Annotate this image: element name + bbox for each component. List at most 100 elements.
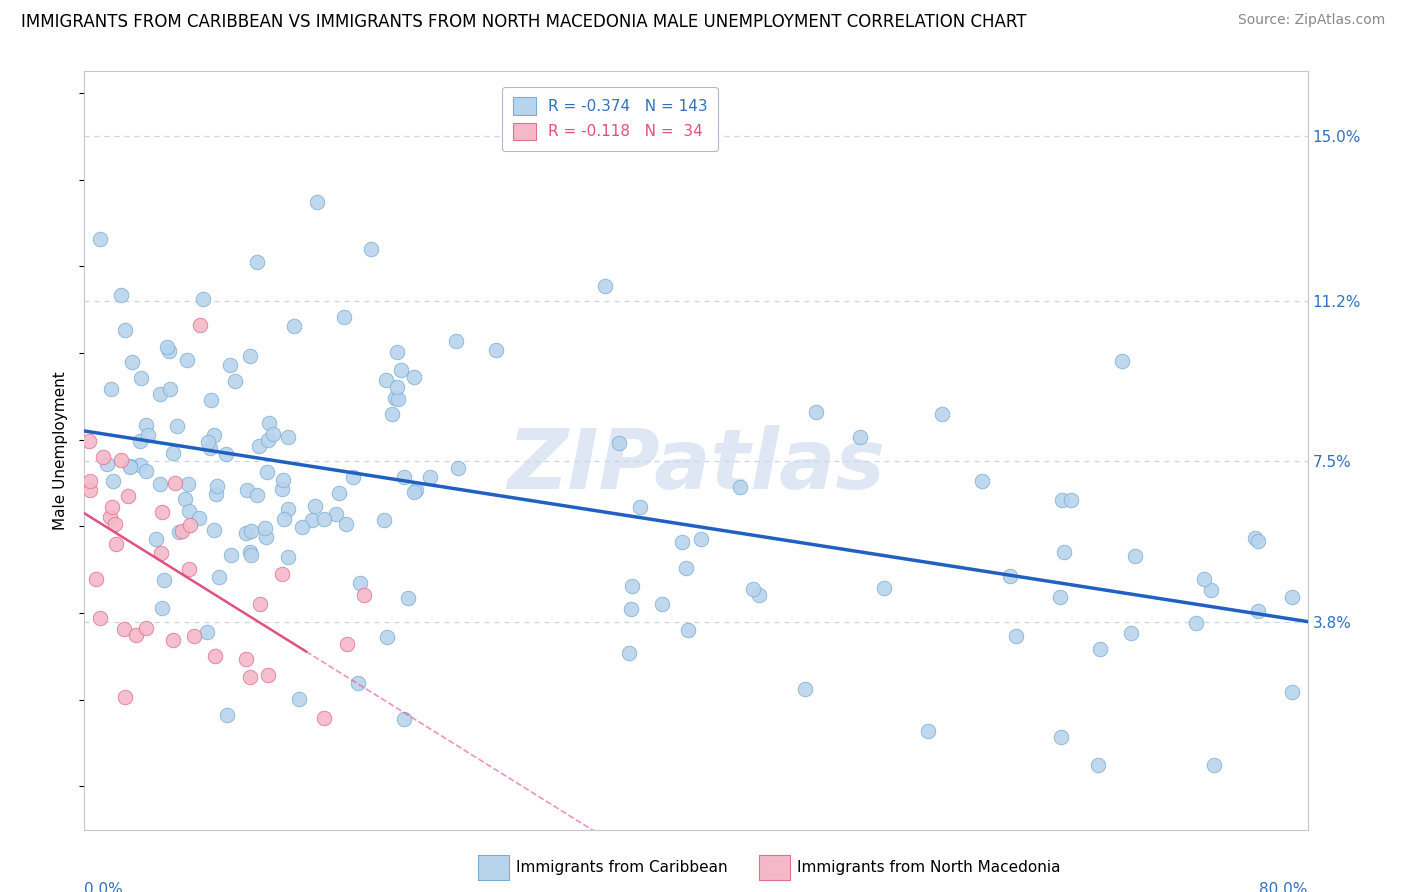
Point bbox=[114, 323, 136, 337]
Text: 80.0%: 80.0% bbox=[1260, 881, 1308, 892]
Point bbox=[136, 428, 159, 442]
Text: Source: ZipAtlas.com: Source: ZipAtlas.com bbox=[1237, 13, 1385, 28]
Point bbox=[100, 382, 122, 396]
Point bbox=[77, 434, 100, 448]
Point bbox=[1202, 757, 1225, 772]
Point bbox=[405, 483, 427, 497]
Point bbox=[304, 500, 326, 514]
Point bbox=[219, 548, 242, 562]
Point bbox=[375, 630, 398, 644]
Point bbox=[149, 386, 172, 401]
Point bbox=[162, 446, 184, 460]
Point bbox=[149, 477, 172, 491]
Point bbox=[239, 349, 262, 363]
Point bbox=[671, 535, 693, 549]
Point bbox=[620, 602, 643, 616]
Point bbox=[1123, 549, 1146, 564]
Point bbox=[98, 509, 121, 524]
Point bbox=[360, 243, 382, 257]
Point bbox=[931, 407, 953, 421]
Point bbox=[131, 370, 153, 384]
Point bbox=[79, 474, 101, 488]
Point bbox=[235, 652, 257, 666]
Point bbox=[219, 358, 242, 372]
Point bbox=[1281, 590, 1303, 604]
Point bbox=[84, 572, 107, 586]
Point bbox=[347, 675, 370, 690]
Point bbox=[224, 374, 246, 388]
Point bbox=[256, 668, 278, 682]
Point bbox=[1049, 590, 1071, 604]
Point bbox=[384, 391, 406, 405]
Point bbox=[89, 610, 111, 624]
Point bbox=[253, 521, 276, 535]
Point bbox=[159, 382, 181, 396]
Point bbox=[689, 532, 711, 546]
Point bbox=[1059, 493, 1081, 508]
Point bbox=[1004, 629, 1026, 643]
Point bbox=[387, 380, 409, 394]
Point bbox=[149, 546, 172, 560]
Point bbox=[256, 466, 278, 480]
Point bbox=[205, 487, 228, 501]
Point bbox=[1119, 625, 1142, 640]
Point bbox=[204, 648, 226, 663]
Point bbox=[166, 419, 188, 434]
Point bbox=[1247, 604, 1270, 618]
Point bbox=[262, 426, 284, 441]
Point bbox=[651, 598, 673, 612]
Point bbox=[741, 582, 763, 596]
Point bbox=[283, 318, 305, 333]
Point bbox=[628, 500, 651, 514]
Point bbox=[1111, 353, 1133, 368]
Point bbox=[235, 526, 257, 541]
Point bbox=[328, 486, 350, 500]
Point bbox=[349, 575, 371, 590]
Text: Immigrants from North Macedonia: Immigrants from North Macedonia bbox=[797, 860, 1060, 874]
Point bbox=[381, 407, 404, 421]
Point bbox=[191, 292, 214, 306]
Point bbox=[259, 416, 281, 430]
Point bbox=[163, 475, 186, 490]
Legend: R = -0.374   N = 143, R = -0.118   N =  34: R = -0.374 N = 143, R = -0.118 N = 34 bbox=[502, 87, 718, 151]
Point bbox=[167, 524, 190, 539]
Point bbox=[112, 622, 135, 636]
Point bbox=[676, 623, 699, 637]
Point bbox=[728, 480, 751, 494]
Point bbox=[205, 479, 228, 493]
Point bbox=[387, 392, 409, 406]
Point bbox=[188, 318, 211, 332]
Point bbox=[270, 482, 292, 496]
Point bbox=[1052, 545, 1074, 559]
Point bbox=[972, 474, 994, 488]
Point bbox=[79, 483, 101, 497]
Point bbox=[872, 581, 894, 595]
Point bbox=[394, 712, 416, 726]
Point bbox=[179, 517, 201, 532]
Point bbox=[1199, 583, 1222, 598]
Point bbox=[748, 588, 770, 602]
Point bbox=[804, 405, 827, 419]
Point bbox=[195, 625, 218, 640]
Point bbox=[152, 601, 174, 615]
Point bbox=[179, 562, 201, 576]
Point bbox=[188, 511, 211, 525]
Point bbox=[173, 491, 195, 506]
Point bbox=[277, 502, 299, 516]
Point bbox=[110, 287, 132, 301]
Point bbox=[246, 488, 269, 502]
Point bbox=[145, 533, 167, 547]
Point bbox=[447, 461, 470, 475]
Point bbox=[277, 549, 299, 564]
Point bbox=[419, 470, 441, 484]
Point bbox=[236, 483, 259, 497]
Point bbox=[239, 524, 262, 538]
Point bbox=[110, 453, 132, 467]
Point bbox=[1281, 685, 1303, 699]
Point bbox=[404, 485, 426, 500]
Text: Immigrants from Caribbean: Immigrants from Caribbean bbox=[516, 860, 728, 874]
Point bbox=[385, 345, 408, 359]
Point bbox=[1000, 568, 1022, 582]
Point bbox=[1090, 642, 1112, 657]
Point bbox=[305, 194, 328, 209]
